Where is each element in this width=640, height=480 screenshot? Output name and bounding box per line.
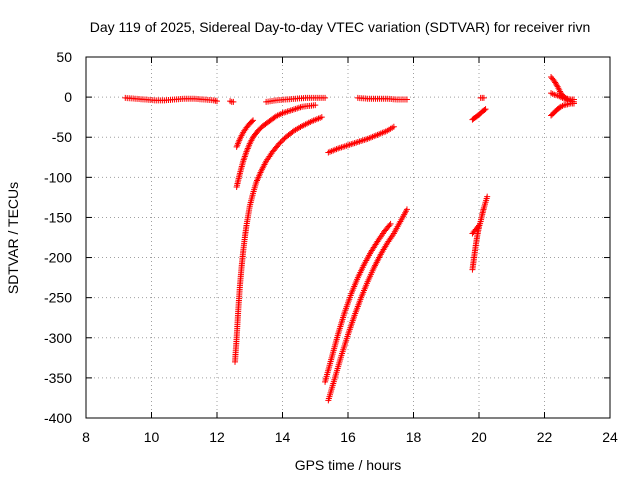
grid-layer xyxy=(86,57,610,418)
x-tick-label: 18 xyxy=(406,429,422,445)
data-point xyxy=(480,94,487,101)
x-tick-label: 22 xyxy=(537,429,553,445)
data-marks xyxy=(122,74,577,404)
data-point xyxy=(403,96,410,103)
data-point xyxy=(248,118,255,125)
y-tick-label: -100 xyxy=(44,169,72,185)
y-tick-label: -50 xyxy=(52,129,72,145)
y-tick-label: -400 xyxy=(44,410,72,426)
series-arc-1 xyxy=(122,94,220,105)
x-tick-label: 16 xyxy=(340,429,356,445)
series-arc-3 xyxy=(232,114,325,365)
data-point xyxy=(553,82,560,89)
series-arc-7 xyxy=(325,123,397,156)
data-point xyxy=(386,222,393,229)
data-point xyxy=(322,94,329,101)
data-point xyxy=(276,140,283,147)
series-arc-10 xyxy=(354,94,410,103)
data-point xyxy=(312,102,319,109)
data-point xyxy=(278,138,285,145)
series-arc-11 xyxy=(469,106,489,123)
x-tick-label: 20 xyxy=(471,429,487,445)
series-arc-4 xyxy=(233,102,319,190)
data-point xyxy=(570,96,577,103)
series-arc-9 xyxy=(325,206,410,404)
y-tick-label: -250 xyxy=(44,290,72,306)
series-arc-12 xyxy=(477,94,487,101)
data-point xyxy=(214,98,220,105)
x-tick-label: 24 xyxy=(602,429,618,445)
series-arc-14 xyxy=(469,222,482,237)
data-point xyxy=(373,240,380,247)
data-point xyxy=(474,223,481,230)
y-axis-label: SDTVAR / TECUs xyxy=(5,182,21,294)
data-point xyxy=(476,222,482,229)
x-tick-label: 10 xyxy=(144,429,160,445)
series-arc-5 xyxy=(233,117,257,150)
data-point xyxy=(277,139,284,146)
y-tick-label: -300 xyxy=(44,330,72,346)
data-point xyxy=(403,206,410,213)
data-point xyxy=(280,136,287,143)
x-tick-label: 8 xyxy=(82,429,90,445)
tick-layer: 8 10 12 14 16 18 20 22 24 50 0 -50 -100 -150 -200 -250 -… xyxy=(44,49,618,445)
series-arc-8 xyxy=(322,220,394,385)
x-axis-label: GPS time / hours xyxy=(295,457,402,473)
y-tick-label: -350 xyxy=(44,370,72,386)
data-point xyxy=(318,114,325,121)
data-point xyxy=(390,123,397,130)
series-arc-17 xyxy=(548,90,577,103)
x-tick-label: 12 xyxy=(209,429,225,445)
data-point xyxy=(230,98,237,105)
data-point xyxy=(289,128,296,135)
data-point xyxy=(482,106,489,113)
x-tick-label: 14 xyxy=(275,429,291,445)
data-point xyxy=(250,117,257,124)
y-tick-label: 0 xyxy=(64,89,72,105)
series-arc-16 xyxy=(548,100,577,119)
data-point xyxy=(484,193,491,200)
data-point xyxy=(387,220,394,227)
y-tick-label: -200 xyxy=(44,250,72,266)
chart-title: Day 119 of 2025, Sidereal Day-to-day VTE… xyxy=(90,19,591,35)
series-arc-2 xyxy=(227,98,237,105)
y-tick-label: 50 xyxy=(56,49,72,65)
y-tick-label: -150 xyxy=(44,209,72,225)
series-arc-6 xyxy=(263,94,329,105)
data-point xyxy=(481,106,488,113)
